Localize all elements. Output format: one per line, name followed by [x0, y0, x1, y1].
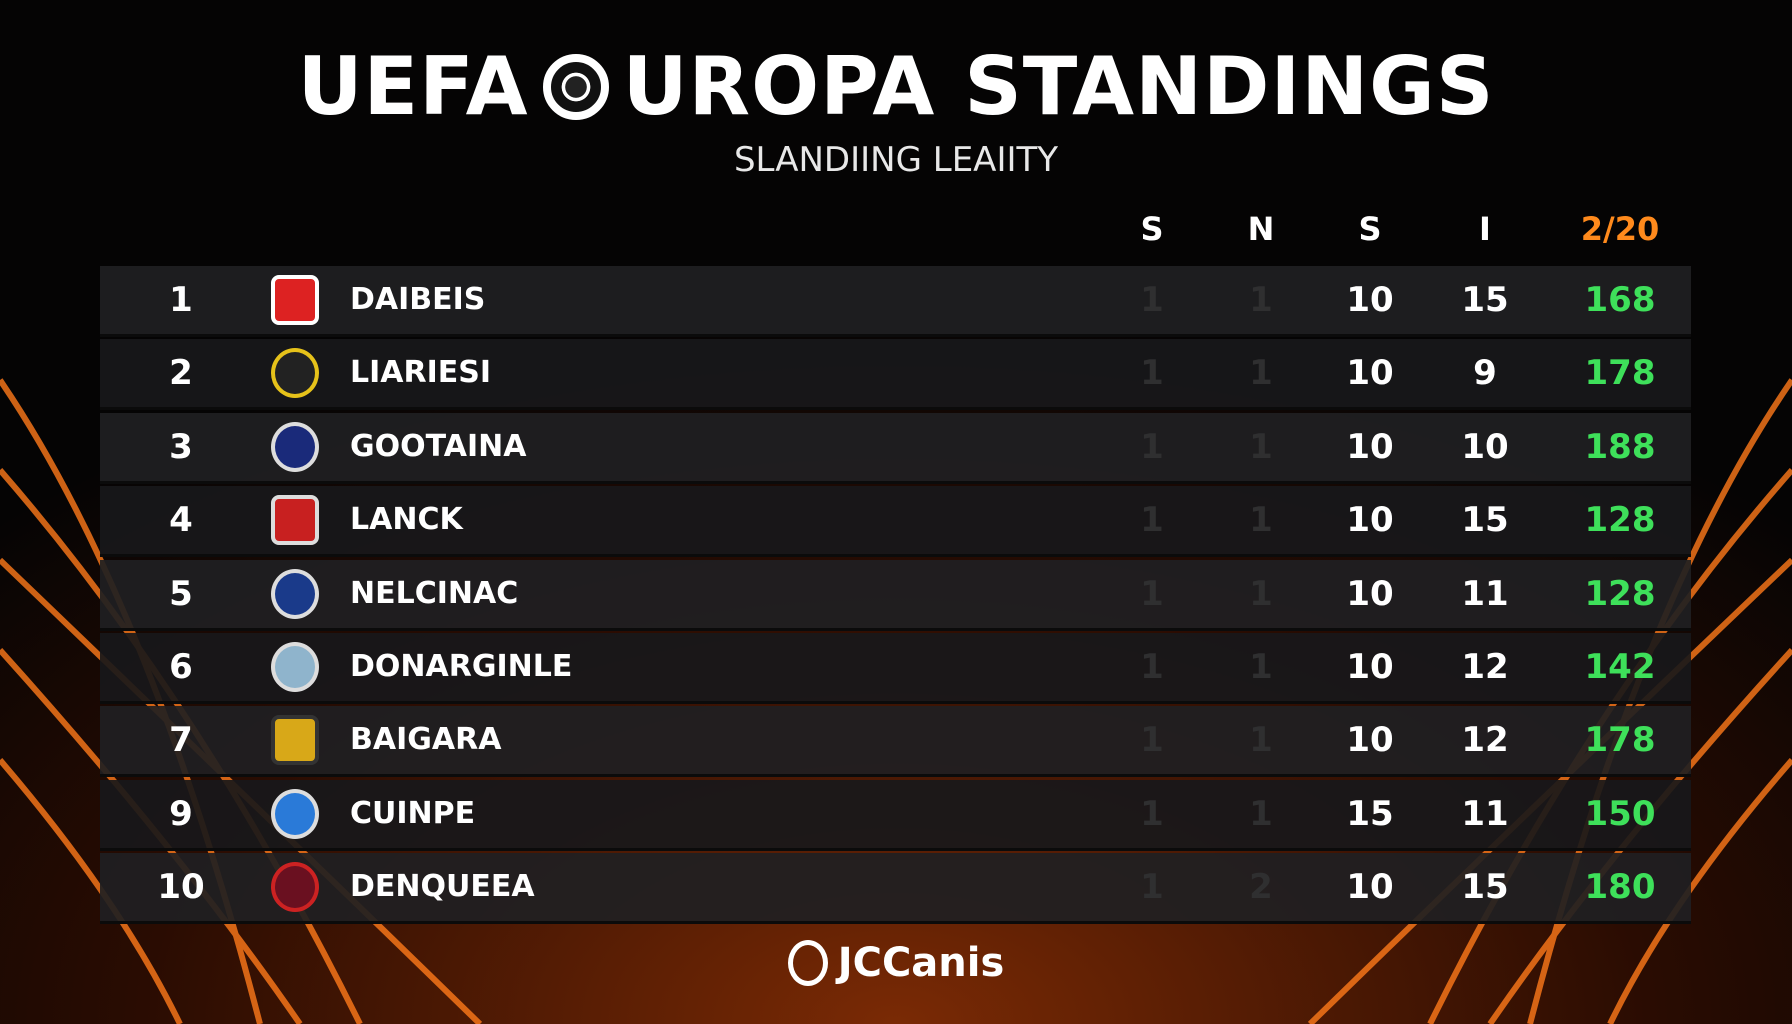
- stat: 1: [1140, 426, 1164, 467]
- team-name: LANCK: [350, 502, 463, 538]
- team-name: LIARIESI: [350, 355, 492, 391]
- column-header: I: [1479, 210, 1491, 248]
- rank: 5: [169, 573, 193, 614]
- team-name: GOOTAINA: [350, 428, 527, 464]
- stat: 1: [1140, 353, 1164, 394]
- table-row: 1 DAIBEIS 1 1 10 15 168: [100, 266, 1691, 337]
- column-header: S: [1140, 210, 1164, 248]
- points: 168: [1584, 280, 1656, 320]
- team-name: CUINPE: [350, 795, 476, 831]
- stat: 15: [1461, 500, 1509, 541]
- points: 178: [1584, 353, 1656, 394]
- team-logo: [271, 715, 319, 766]
- stat: 11: [1461, 793, 1509, 834]
- stat: 10: [1461, 426, 1509, 467]
- points: 128: [1584, 573, 1656, 614]
- table-row: 6 DONARGINLE 1 1 10 12 142: [100, 633, 1691, 704]
- table-row: 9 CUINPE 1 1 15 11 150: [100, 779, 1691, 851]
- title: UEFA UROPA STANDINGS: [0, 40, 1792, 133]
- team-logo: [271, 495, 319, 546]
- table-row: 7 BAIGARA 1 1 10 12 178: [100, 706, 1691, 778]
- team-logo: [271, 788, 319, 839]
- stat: 9: [1473, 353, 1497, 394]
- stat: 10: [1346, 867, 1394, 908]
- stat: 1: [1140, 647, 1164, 687]
- team-logo: [271, 275, 319, 325]
- stat: 12: [1461, 647, 1509, 687]
- brand-logo: [787, 940, 828, 986]
- team-name: BAIGARA: [350, 722, 502, 758]
- points: 188: [1584, 426, 1656, 467]
- stat: 1: [1249, 573, 1273, 614]
- team-name: DAIBEIS: [350, 282, 486, 317]
- points: 150: [1584, 793, 1656, 834]
- logo: [542, 53, 609, 120]
- column-header: S: [1358, 210, 1382, 248]
- rank: 2: [169, 353, 193, 394]
- team-logo: [271, 862, 319, 913]
- stat: 1: [1140, 500, 1164, 541]
- team-logo: [271, 568, 319, 619]
- table-row: 10 DENQUEEA 1 2 10 15 180: [100, 853, 1691, 925]
- rank: 3: [169, 426, 193, 467]
- table-row: 4 LANCK 1 1 10 15 128: [100, 486, 1691, 558]
- team-name: DONARGINLE: [350, 649, 573, 684]
- stat: 1: [1140, 573, 1164, 614]
- stat: 15: [1461, 867, 1509, 908]
- rank: 9: [169, 793, 193, 834]
- rank: 1: [169, 280, 193, 320]
- team-name: NELCINAC: [350, 575, 519, 611]
- stat: 15: [1346, 793, 1394, 834]
- team-logo: [271, 348, 319, 399]
- stat: 10: [1346, 500, 1394, 541]
- stat: 1: [1140, 793, 1164, 834]
- points: 142: [1584, 647, 1656, 687]
- stat: 15: [1461, 280, 1509, 320]
- stat: 1: [1249, 500, 1273, 541]
- subtitle: SLANDIING LEAIITY: [733, 140, 1059, 180]
- points: 128: [1584, 500, 1656, 541]
- stat: 10: [1346, 573, 1394, 614]
- team-logo: [271, 642, 319, 692]
- stat: 10: [1346, 720, 1394, 761]
- stat: 1: [1140, 720, 1164, 761]
- table-row: 5 NELCINAC 1 1 10 11 128: [100, 559, 1691, 631]
- stat: 12: [1461, 720, 1509, 761]
- table-row: 2 LIARIESI 1 1 10 9 178: [100, 339, 1691, 411]
- title-right: UROPA STANDINGS: [622, 40, 1495, 133]
- rank: 6: [169, 647, 193, 687]
- title-left: UEFA: [297, 40, 529, 133]
- footer: JCCanis: [0, 940, 1792, 986]
- stat: 10: [1346, 426, 1394, 467]
- stat: 1: [1249, 353, 1273, 394]
- team-logo: [271, 421, 319, 472]
- stat: 1: [1249, 793, 1273, 834]
- brand: JCCanis: [837, 940, 1005, 986]
- rank: 10: [157, 867, 205, 908]
- stat: 10: [1346, 647, 1394, 687]
- stat: 1: [1249, 280, 1273, 320]
- stat: 11: [1461, 573, 1509, 614]
- points: 180: [1584, 867, 1656, 908]
- team-name: DENQUEEA: [350, 869, 535, 905]
- stat: 1: [1249, 720, 1273, 761]
- stat: 1: [1140, 280, 1164, 320]
- stat: 1: [1249, 426, 1273, 467]
- column-header: 2/20: [1580, 210, 1660, 248]
- stat: 1: [1140, 867, 1164, 908]
- stat: 10: [1346, 280, 1394, 320]
- stat: 1: [1249, 647, 1273, 687]
- column-header: N: [1247, 210, 1275, 248]
- table-row: 3 GOOTAINA 1 1 10 10 188: [100, 412, 1691, 484]
- stat: 2: [1249, 867, 1273, 908]
- points: 178: [1584, 720, 1656, 761]
- rank: 4: [169, 500, 193, 541]
- rank: 7: [169, 720, 193, 761]
- stat: 10: [1346, 353, 1394, 394]
